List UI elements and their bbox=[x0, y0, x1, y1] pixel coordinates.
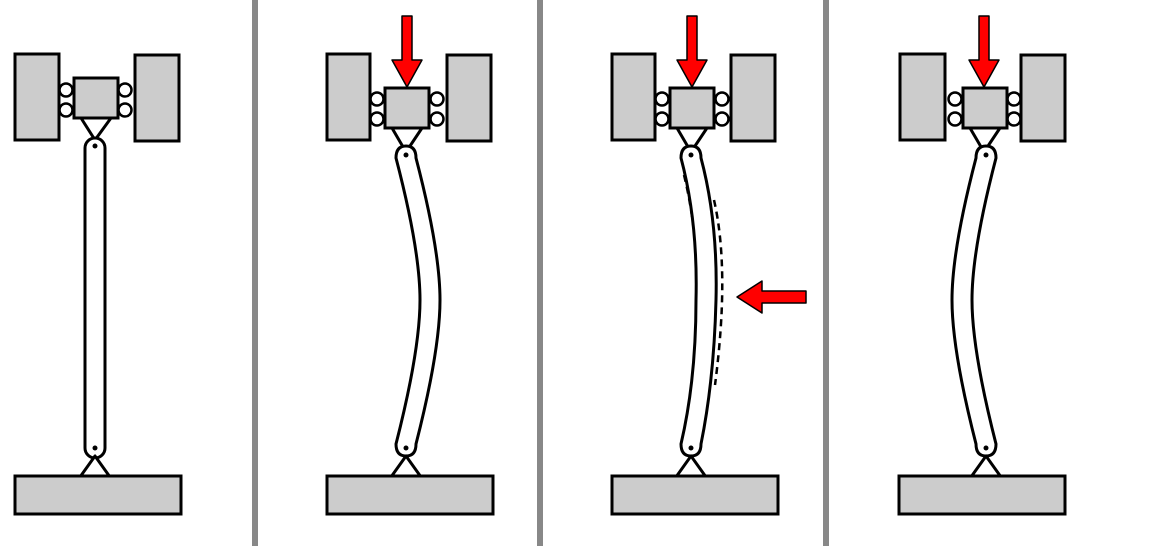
right-guide-block bbox=[729, 53, 777, 143]
load-head bbox=[668, 86, 716, 130]
top-pin-icon bbox=[403, 152, 409, 158]
left-guide-block bbox=[13, 52, 61, 142]
top-pin-support bbox=[390, 126, 424, 154]
roller-icon bbox=[429, 91, 445, 107]
bottom-pin-icon bbox=[92, 445, 98, 451]
right-guide-block bbox=[1019, 53, 1067, 143]
top-carriage bbox=[610, 52, 777, 154]
top-pin-support bbox=[79, 116, 113, 142]
panel-dividers bbox=[252, 0, 829, 546]
top-carriage bbox=[898, 52, 1067, 154]
divider-2 bbox=[537, 0, 543, 546]
top-pin-support bbox=[675, 126, 709, 154]
bottom-pin-support bbox=[969, 454, 1003, 479]
roller-icon bbox=[714, 111, 730, 127]
roller-icon bbox=[947, 111, 963, 127]
base-block bbox=[325, 474, 495, 516]
base-block bbox=[897, 474, 1067, 516]
panel-1-unloaded bbox=[13, 52, 183, 516]
panel-2-buckled bbox=[325, 15, 495, 516]
load-head bbox=[961, 86, 1009, 130]
roller-icon bbox=[947, 91, 963, 107]
roller-icon bbox=[1006, 111, 1022, 127]
left-guide-block bbox=[610, 52, 657, 142]
bottom-pin-support bbox=[78, 454, 112, 479]
divider-1 bbox=[252, 0, 258, 546]
dashed-deflection-outline bbox=[712, 199, 724, 386]
roller-icon bbox=[117, 102, 133, 118]
column bbox=[394, 144, 442, 458]
right-guide-block bbox=[445, 53, 493, 143]
load-head bbox=[383, 86, 431, 130]
panel-4-buckled-left bbox=[897, 15, 1067, 516]
roller-icon bbox=[58, 82, 74, 98]
bottom-pin-support bbox=[674, 454, 708, 479]
roller-icon bbox=[714, 91, 730, 107]
roller-icon bbox=[654, 91, 670, 107]
left-guide-block bbox=[898, 52, 947, 142]
load-head bbox=[72, 76, 120, 120]
bottom-pin-support bbox=[389, 454, 423, 479]
column bbox=[83, 136, 107, 460]
roller-icon bbox=[117, 82, 133, 98]
top-pin-support bbox=[968, 126, 1002, 154]
roller-icon bbox=[58, 102, 74, 118]
top-carriage bbox=[13, 52, 181, 143]
divider-3 bbox=[823, 0, 829, 546]
top-pin-icon bbox=[983, 152, 989, 158]
base-block bbox=[13, 474, 183, 516]
lateral-load-arrow bbox=[736, 280, 807, 314]
top-pin-icon bbox=[92, 143, 98, 149]
column bbox=[950, 144, 998, 458]
column bbox=[679, 144, 718, 458]
roller-icon bbox=[369, 111, 385, 127]
bottom-pin-icon bbox=[403, 445, 409, 451]
top-pin-icon bbox=[688, 152, 694, 158]
axial-load-arrow bbox=[391, 15, 423, 88]
axial-load-arrow bbox=[968, 15, 1000, 88]
roller-icon bbox=[654, 111, 670, 127]
left-guide-block bbox=[325, 52, 372, 142]
axial-load-arrow bbox=[676, 15, 708, 88]
roller-icon bbox=[1006, 91, 1022, 107]
right-guide-block bbox=[133, 53, 181, 143]
roller-icon bbox=[429, 111, 445, 127]
panel-3-lateral-push bbox=[610, 15, 807, 516]
bottom-pin-icon bbox=[983, 445, 989, 451]
top-carriage bbox=[325, 52, 493, 154]
roller-icon bbox=[369, 91, 385, 107]
bottom-pin-icon bbox=[688, 445, 694, 451]
base-block bbox=[610, 474, 780, 516]
